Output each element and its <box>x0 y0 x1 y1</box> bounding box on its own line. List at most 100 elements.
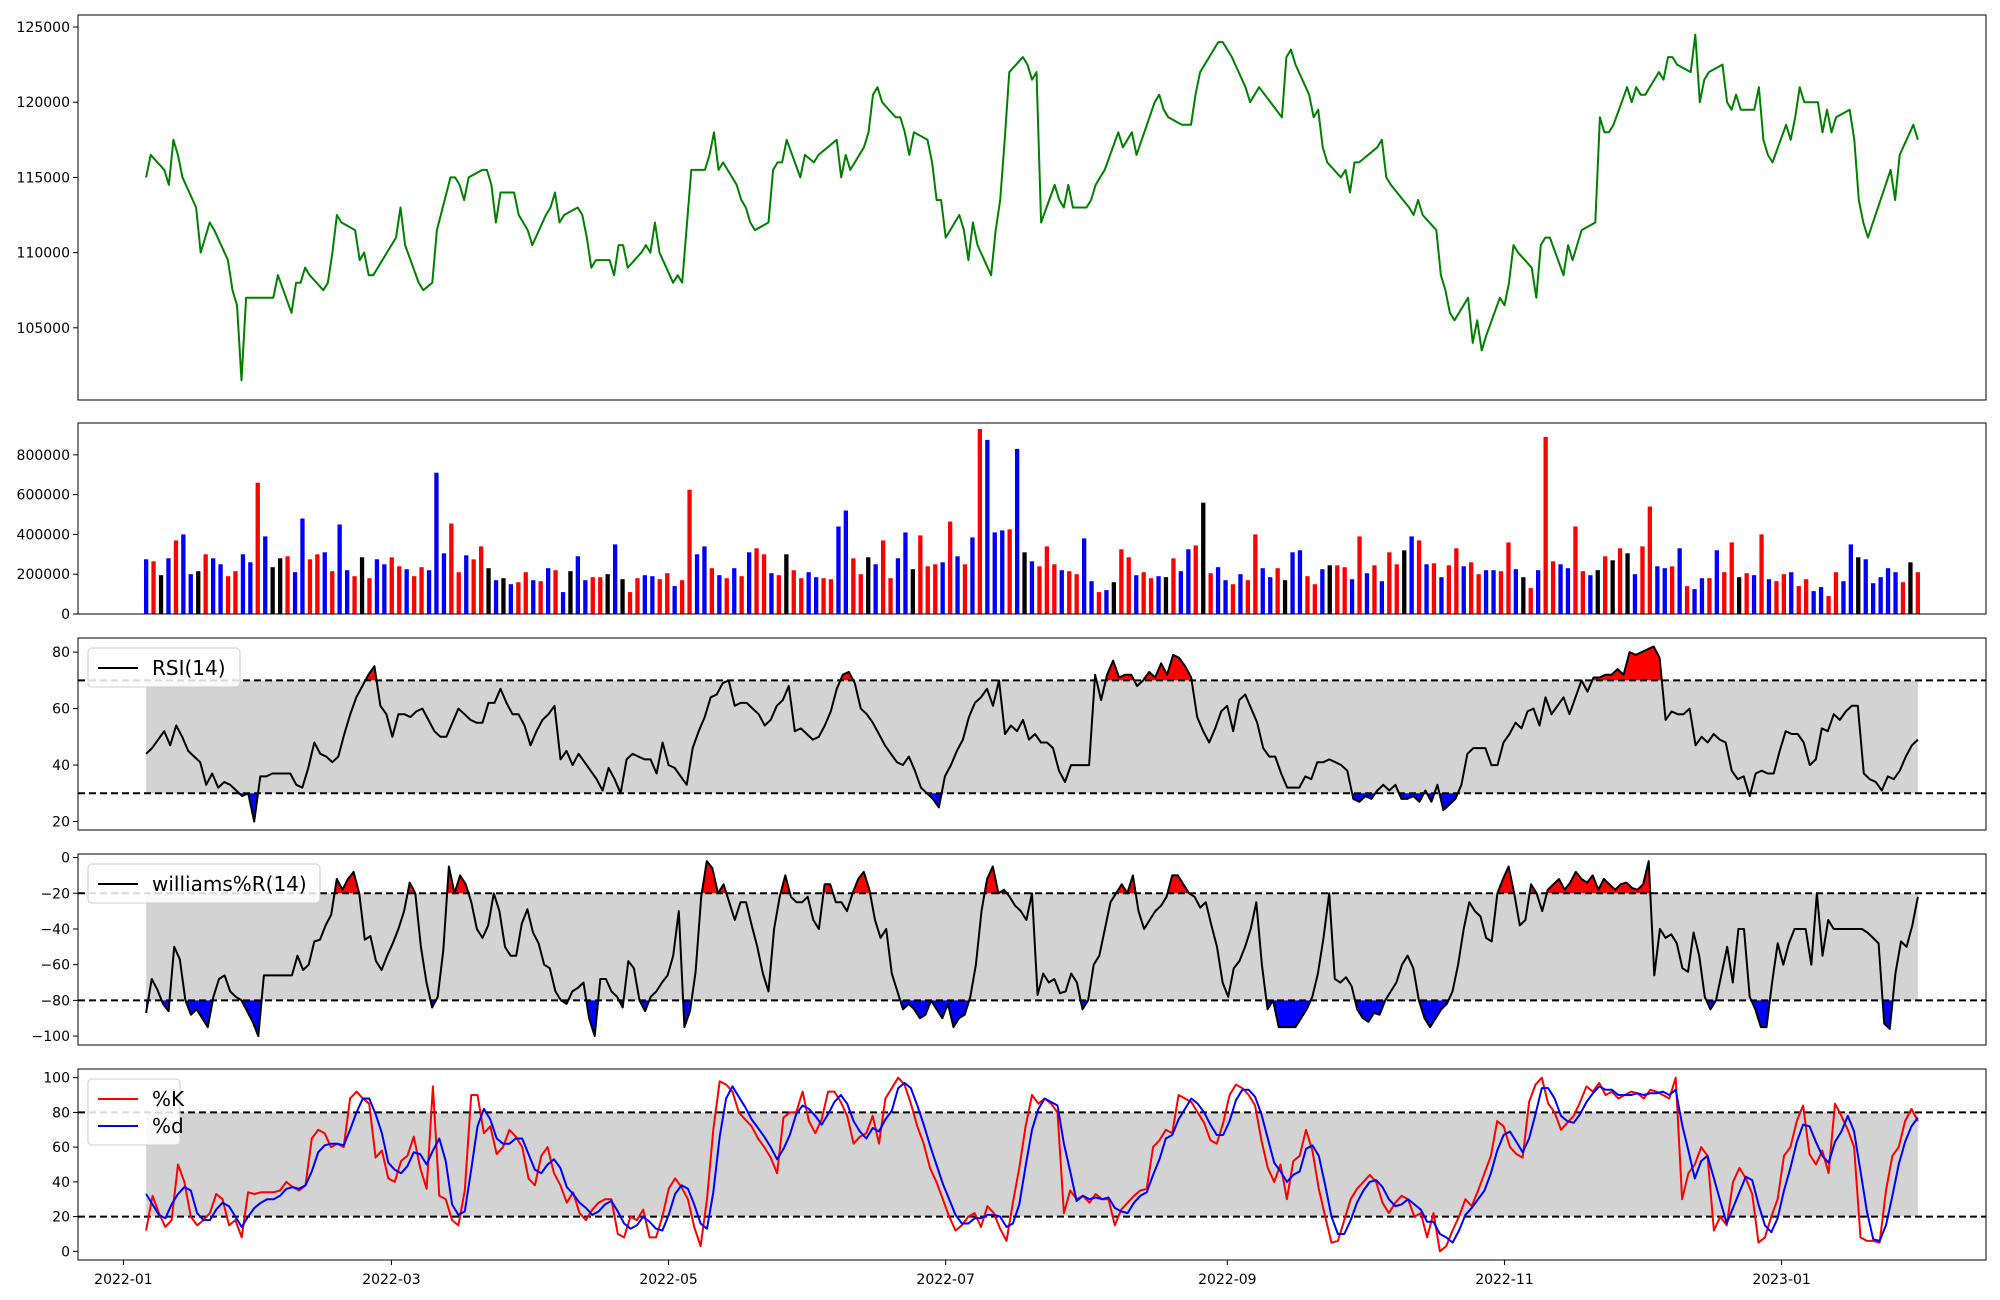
volume-bar <box>1729 542 1734 614</box>
volume-bar <box>218 564 223 614</box>
volume-bar <box>1268 577 1273 614</box>
volume-bar <box>523 572 528 614</box>
volume-bar <box>1007 529 1012 614</box>
volume-bar <box>1498 571 1504 614</box>
volume-bar <box>359 557 365 614</box>
rsi-ytick-label: 20 <box>52 815 70 831</box>
volume-bar <box>1111 582 1116 614</box>
price-ytick-label: 115000 <box>17 170 70 186</box>
williams-oversold-fill <box>683 1000 692 1028</box>
volume-bar <box>315 554 320 614</box>
volume-bar <box>307 559 313 614</box>
volume-bar <box>1104 590 1109 614</box>
rsi-overbought-fill <box>1143 654 1192 681</box>
volume-bar <box>866 557 871 614</box>
volume-bar <box>1833 572 1839 614</box>
volume-bar <box>1461 566 1466 615</box>
volume-bar <box>1550 561 1556 614</box>
volume-bar <box>1126 557 1131 614</box>
volume-bar <box>873 564 878 614</box>
volume-bar <box>464 555 469 614</box>
volume-bar <box>1402 550 1407 614</box>
volume-bar <box>1349 579 1355 614</box>
volume-bar <box>441 553 447 614</box>
volume-bar <box>583 580 588 614</box>
volume-bar <box>1536 570 1541 614</box>
volume-bar <box>397 566 402 615</box>
volume-bar <box>1722 572 1727 614</box>
stochastic-frame <box>77 1068 1987 1261</box>
legend-label: %K <box>152 1087 185 1111</box>
stochastic-ytick-label: 60 <box>52 1140 70 1156</box>
volume-bar <box>1379 581 1384 614</box>
rsi-oversold-fill <box>1439 793 1458 811</box>
volume-bar <box>657 579 662 614</box>
volume-bar <box>1759 534 1764 614</box>
volume-bar <box>233 571 238 614</box>
volume-bar <box>858 574 863 614</box>
volume-bar <box>1662 568 1667 614</box>
volume-bar <box>426 570 432 614</box>
volume-bar <box>605 574 610 614</box>
volume-bar <box>1297 550 1303 614</box>
volume-bar <box>1029 561 1035 614</box>
williams-overbought-fill <box>852 871 871 894</box>
volume-bar <box>881 540 886 614</box>
williams-overbought-fill <box>1116 884 1128 894</box>
volume-bar <box>1774 581 1779 614</box>
volume-bar <box>449 523 454 614</box>
volume-bar <box>1640 546 1645 614</box>
volume-bar <box>1848 544 1853 614</box>
williams-oversold-fill <box>900 1000 932 1019</box>
volume-bar <box>166 558 171 614</box>
legend-label: %d <box>152 1114 184 1138</box>
volume-bar <box>627 592 633 614</box>
volume-bar <box>1684 586 1690 614</box>
volume-bar <box>1878 577 1883 614</box>
williams-ytick-label: −100 <box>32 1029 70 1045</box>
volume-ytick-label: 0 <box>61 607 70 623</box>
volume-bar <box>769 573 774 614</box>
volume-bar <box>1416 540 1422 614</box>
volume-bar <box>925 566 930 615</box>
stochastic-ytick-label: 40 <box>52 1175 70 1191</box>
volume-bar <box>806 572 811 614</box>
volume-bar <box>680 580 685 614</box>
volume-bar <box>1364 573 1370 614</box>
volume-bar <box>1342 567 1347 614</box>
williams-overbought-fill <box>1546 861 1651 894</box>
volume-bar <box>1424 564 1429 614</box>
williams-ytick-label: 0 <box>61 851 70 867</box>
volume-bar <box>702 546 707 614</box>
volume-bar <box>739 576 744 614</box>
volume-bar <box>546 568 551 614</box>
williams-ytick-label: −80 <box>40 993 70 1009</box>
volume-bar <box>1751 575 1757 614</box>
x-tick-label: 2023-01 <box>1752 1272 1811 1288</box>
volume-bar <box>1826 596 1831 614</box>
volume-bar <box>1260 568 1265 614</box>
volume-bar <box>389 557 394 614</box>
volume-bar <box>1320 569 1325 614</box>
volume-bar <box>1238 574 1243 614</box>
volume-bar <box>382 564 387 614</box>
volume-bar <box>560 592 566 614</box>
volume-bar <box>1059 570 1064 614</box>
volume-bar <box>694 554 700 614</box>
volume-bar <box>1841 581 1846 614</box>
volume-bar <box>747 552 752 614</box>
volume-bar <box>620 579 625 614</box>
volume-bar <box>300 518 305 614</box>
volume-bar <box>1811 591 1816 614</box>
volume-bar <box>1290 552 1295 614</box>
volume-bar <box>598 577 603 614</box>
price-line <box>145 33 1919 382</box>
volume-bar <box>992 532 997 614</box>
williams-overbought-fill <box>780 875 790 894</box>
volume-bar <box>977 429 982 614</box>
volume-bar <box>642 575 647 614</box>
shared-x-axis: 2022-01 2022-03 2022-05 2022-07 2022-09 2022-… <box>94 1260 1811 1288</box>
price-ytick-label: 110000 <box>17 246 70 262</box>
stochastic-ytick-label: 20 <box>52 1210 70 1226</box>
